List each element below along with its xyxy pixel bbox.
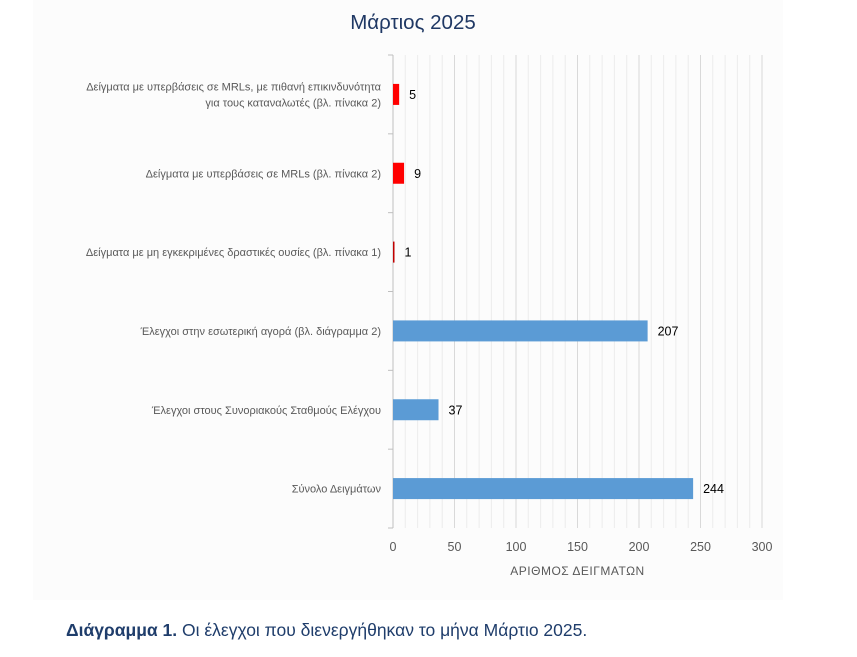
x-tick-label: 250 — [690, 540, 711, 554]
chart-panel: Μάρτιος 2025 5 Δείγματα με υπερβάσεις σε M… — [33, 0, 783, 600]
category-label: Δείγματα με μη εγκεκριμένες δραστικές ου… — [86, 247, 381, 259]
figure-caption: Διάγραμμα 1. Οι έλεγχοι που διενεργήθηκα… — [66, 620, 587, 641]
bar — [393, 478, 694, 500]
bar — [393, 399, 439, 421]
category-label: Σύνολο Δειγμάτων — [292, 484, 382, 496]
bar — [393, 241, 395, 263]
category-label: για τους καταναλωτές (βλ. πίνακα 2) — [205, 97, 381, 109]
bar-value-label: 37 — [449, 403, 463, 417]
bar-value-label: 1 — [405, 246, 412, 260]
x-tick-label: 150 — [567, 540, 588, 554]
x-tick-label: 300 — [752, 540, 773, 554]
x-tick-label: 200 — [629, 540, 650, 554]
bar — [393, 83, 400, 105]
category-label: Έλεγχοι στην εσωτερική αγορά (βλ. διάγρα… — [140, 326, 381, 338]
bar-value-label: 9 — [414, 167, 421, 181]
category-label: Έλεγχοι στους Συνοριακούς Σταθμούς Ελέγχ… — [151, 405, 381, 417]
x-tick-label: 100 — [506, 540, 527, 554]
chart-title: Μάρτιος 2025 — [350, 11, 476, 34]
x-tick-label: 50 — [448, 540, 462, 554]
x-tick-label: 0 — [390, 540, 397, 554]
category-label: Δείγματα με υπερβάσεις σε MRLs (βλ. πίνα… — [146, 168, 381, 180]
caption-label: Διάγραμμα 1. — [66, 620, 178, 640]
x-axis-title: ΑΡΙΘΜΟΣ ΔΕΙΓΜΑΤΩΝ — [510, 564, 644, 578]
bar-value-label: 244 — [703, 482, 724, 496]
bar-chart: Μάρτιος 2025 5 Δείγματα με υπερβάσεις σε M… — [86, 11, 773, 578]
bar — [393, 320, 648, 342]
bar-value-label: 207 — [658, 324, 679, 338]
bar — [393, 162, 405, 184]
bar-value-label: 5 — [409, 88, 416, 102]
caption-text: Οι έλεγχοι που διενεργήθηκαν το μήνα Μάρ… — [177, 620, 588, 640]
category-label: Δείγματα με υπερβάσεις σε MRLs, με πιθαν… — [86, 81, 381, 93]
